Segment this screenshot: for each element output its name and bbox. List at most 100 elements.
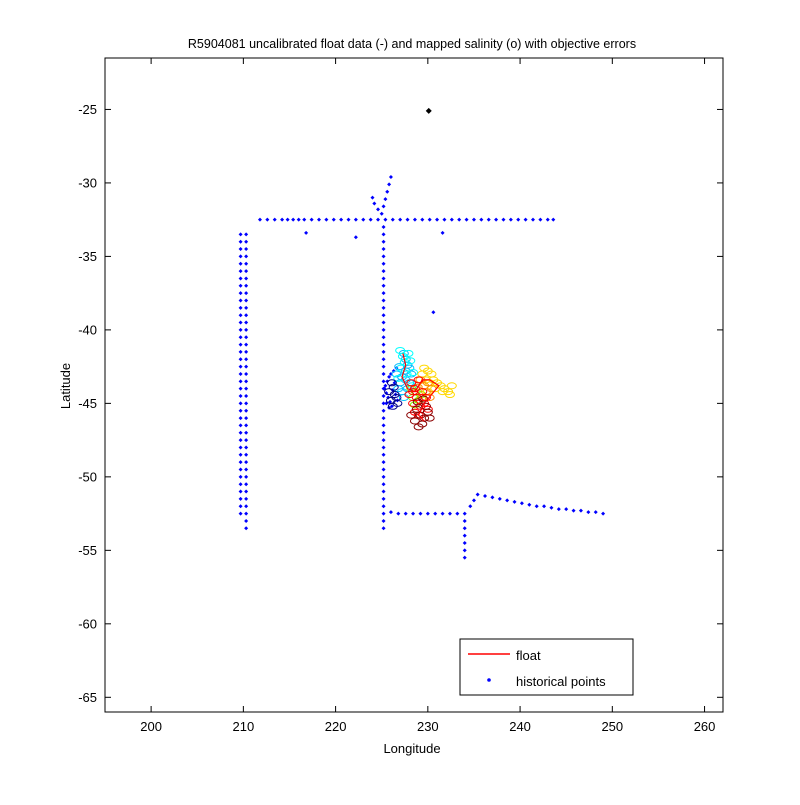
legend: float historical points bbox=[459, 638, 634, 696]
historical-point bbox=[238, 254, 243, 259]
historical-point bbox=[497, 496, 502, 501]
historical-point bbox=[381, 269, 386, 274]
historical-point bbox=[339, 217, 344, 222]
historical-point bbox=[244, 467, 249, 472]
y-tick-label: -60 bbox=[78, 616, 97, 631]
historical-point bbox=[368, 217, 373, 222]
mapped-salinity-point bbox=[396, 364, 407, 372]
historical-point bbox=[370, 195, 375, 200]
historical-point bbox=[244, 452, 249, 457]
historical-point bbox=[324, 217, 329, 222]
y-tick-label: -25 bbox=[78, 102, 97, 117]
historical-point bbox=[280, 217, 285, 222]
historical-point bbox=[238, 445, 243, 450]
historical-point bbox=[244, 511, 249, 516]
historical-point bbox=[238, 467, 243, 472]
historical-point bbox=[238, 511, 243, 516]
historical-point bbox=[238, 320, 243, 325]
historical-point bbox=[405, 217, 410, 222]
historical-point bbox=[442, 217, 447, 222]
historical-point bbox=[542, 504, 547, 509]
historical-point bbox=[244, 298, 249, 303]
historical-point bbox=[381, 467, 386, 472]
historical-point bbox=[316, 217, 321, 222]
historical-point bbox=[272, 217, 277, 222]
historical-point bbox=[238, 401, 243, 406]
historical-point bbox=[353, 235, 358, 240]
historical-point bbox=[494, 217, 499, 222]
historical-point bbox=[244, 445, 249, 450]
historical-point bbox=[527, 502, 532, 507]
historical-point bbox=[381, 342, 386, 347]
historical-point bbox=[411, 511, 416, 516]
historical-point bbox=[425, 511, 430, 516]
historical-point bbox=[238, 460, 243, 465]
historical-point bbox=[601, 511, 606, 516]
historical-point bbox=[381, 504, 386, 509]
historical-point bbox=[381, 511, 386, 516]
x-tick-label: 260 bbox=[694, 719, 716, 734]
historical-point bbox=[291, 217, 296, 222]
historical-point bbox=[387, 182, 392, 187]
historical-point bbox=[564, 507, 569, 512]
historical-point bbox=[381, 239, 386, 244]
historical-point bbox=[244, 349, 249, 354]
historical-point bbox=[238, 379, 243, 384]
historical-point bbox=[381, 489, 386, 494]
historical-point bbox=[556, 507, 561, 512]
historical-point bbox=[449, 217, 454, 222]
historical-point bbox=[457, 217, 462, 222]
historical-point bbox=[523, 217, 528, 222]
chart-title: R5904081 uncalibrated float data (-) and… bbox=[188, 37, 636, 51]
historical-point bbox=[381, 291, 386, 296]
mapped-salinity-point bbox=[424, 393, 435, 401]
x-tick-label: 210 bbox=[233, 719, 255, 734]
historical-point bbox=[388, 510, 393, 515]
historical-point bbox=[551, 217, 556, 222]
historical-point bbox=[238, 357, 243, 362]
historical-point bbox=[244, 357, 249, 362]
historical-point bbox=[381, 357, 386, 362]
historical-point bbox=[244, 489, 249, 494]
historical-point bbox=[238, 291, 243, 296]
historical-point bbox=[381, 379, 386, 384]
historical-point bbox=[381, 364, 386, 369]
historical-point bbox=[244, 327, 249, 332]
x-axis: 200 210 220 230 240 250 260 bbox=[140, 58, 715, 734]
historical-point bbox=[361, 217, 366, 222]
historical-point bbox=[376, 207, 381, 212]
mapped-salinity-point bbox=[403, 349, 414, 357]
historical-point bbox=[455, 511, 460, 516]
historical-point bbox=[381, 452, 386, 457]
historical-point bbox=[512, 499, 517, 504]
historical-point bbox=[586, 510, 591, 515]
historical-point bbox=[501, 217, 506, 222]
historical-point bbox=[244, 371, 249, 376]
historical-point bbox=[238, 349, 243, 354]
historical-point bbox=[244, 460, 249, 465]
y-tick-label: -65 bbox=[78, 690, 97, 705]
legend-float-label: float bbox=[516, 648, 541, 663]
historical-point bbox=[238, 269, 243, 274]
historical-point bbox=[381, 408, 386, 413]
historical-point bbox=[244, 518, 249, 523]
historical-point bbox=[462, 548, 467, 553]
historical-point bbox=[244, 408, 249, 413]
historical-point bbox=[381, 204, 386, 209]
historical-point bbox=[418, 511, 423, 516]
historical-point bbox=[353, 217, 358, 222]
historical-point bbox=[381, 327, 386, 332]
historical-point bbox=[381, 423, 386, 428]
historical-point bbox=[462, 540, 467, 545]
historical-point bbox=[238, 247, 243, 252]
mapped-salinity-point bbox=[406, 411, 417, 419]
historical-point bbox=[244, 379, 249, 384]
historical-point bbox=[285, 217, 290, 222]
historical-point bbox=[464, 217, 469, 222]
historical-point bbox=[244, 276, 249, 281]
mapped-salinity-point bbox=[406, 370, 417, 378]
historical-point bbox=[244, 232, 249, 237]
historical-point bbox=[379, 211, 384, 216]
historical-point bbox=[244, 394, 249, 399]
